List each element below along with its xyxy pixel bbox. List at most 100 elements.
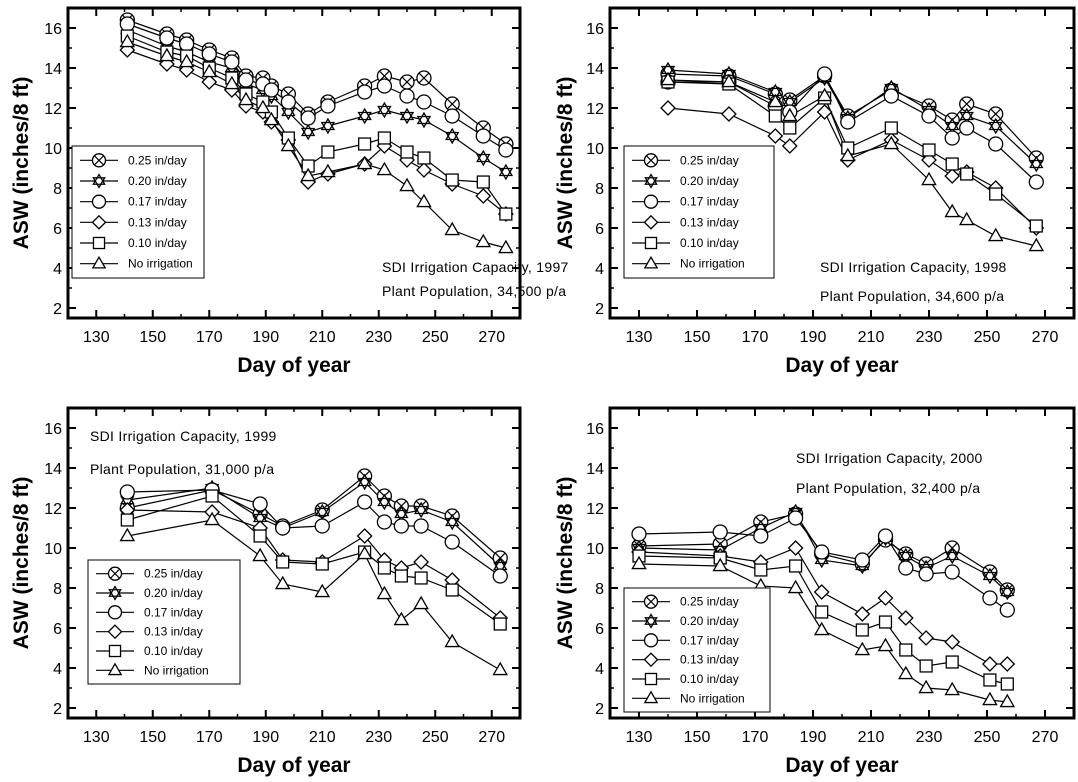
panel-2-series-4-point-1 — [720, 106, 737, 122]
panel-2-series-6-point-9 — [958, 211, 975, 226]
panel-2-series-6-point-7-shape — [921, 171, 937, 186]
panel-2-legend-label-4: 0.13 in/day — [680, 215, 739, 229]
panel-1-legend-marker-3 — [91, 194, 107, 209]
panel-3-series-6-point-8-shape — [413, 595, 429, 610]
panel-3-series-3-point-7 — [393, 518, 410, 534]
panel-2-series-6-point-8-shape — [944, 203, 960, 218]
panel-2-y-tick-label-7: 16 — [586, 21, 604, 38]
panel-1-series-2-point-11 — [357, 107, 372, 125]
panel-2-series-4-point-3 — [781, 138, 798, 154]
panel-2-series-3-point-4 — [816, 66, 833, 82]
panel-3-legend-marker-6-shape — [107, 662, 123, 676]
panel-2-series-3-point-11-dot — [1028, 174, 1044, 190]
panel-2-series-6-point-4-shape — [816, 87, 833, 102]
panel-3-legend-box — [87, 559, 241, 685]
panel-4-series-5-point-9-shape — [945, 655, 959, 669]
panel-3-x-tick-label-0: 130 — [83, 729, 110, 746]
panel-2-legend-marker-1-cross-b — [645, 155, 657, 166]
panel-2-series-4-point-2 — [767, 128, 784, 144]
panel-1-legend-marker-6-shape — [91, 255, 107, 269]
panel-3-series-3-point-10-dot — [492, 568, 508, 584]
panel-2-series-2-point-3-down — [782, 97, 798, 111]
panel-2-series-5-point-9 — [960, 167, 974, 181]
panel-2-series-2-point-9-up — [959, 107, 974, 121]
panel-4-x-tick-label-5: 230 — [916, 729, 943, 746]
panel-1-x-tick-label-0: 130 — [83, 329, 110, 346]
panel-2-x-axis-title: Day of year — [785, 354, 898, 377]
panel-4-series-5-point-3-shape — [789, 559, 803, 573]
panel-2-x-tick-label-5: 230 — [916, 329, 943, 346]
panel-3-series-5-point-0-shape — [120, 513, 134, 527]
panel-1-series-2-point-15 — [444, 127, 460, 145]
panel-2-series-2-point-9-down — [959, 111, 974, 125]
panel-1-series-5-point-12-shape — [377, 131, 392, 145]
panel-2-x-tick-label-7: 270 — [1032, 329, 1059, 346]
panel-4-annotation-1: SDI Irrigation Capacity, 2000 — [796, 450, 983, 466]
panel-3-series-5-point-2 — [253, 529, 267, 543]
panel-3-series-5-point-3-shape — [276, 555, 290, 569]
panel-1-series-6-point-15 — [444, 221, 460, 236]
panel-3-series-2-point-6-down — [377, 497, 392, 511]
panel-1-series-3-point-16 — [475, 128, 491, 144]
panel-2-series-3-point-9-dot — [959, 120, 975, 136]
panel-1-x-tick-label-6: 250 — [422, 329, 449, 346]
panel-2-series-5-point-10 — [989, 187, 1003, 201]
panel-3-series-5-point-6-shape — [377, 561, 392, 575]
panel-3-series-3-point-0 — [119, 484, 135, 500]
panel-2-series-6-point-11 — [1028, 237, 1045, 252]
panel-3-legend-marker-1 — [107, 566, 123, 581]
panel-1-series-5-point-11 — [358, 137, 372, 151]
panel-3-y-tick-label-0: 2 — [53, 701, 62, 718]
panel-2-series-3-point-10 — [988, 136, 1004, 152]
panel-1-x-tick-label-4: 210 — [309, 329, 336, 346]
panel-1-series-4-point-3-shape — [201, 74, 218, 90]
panel-2-series-4-point-0 — [660, 100, 676, 116]
panel-2-series-2-point-10-down — [988, 121, 1003, 135]
panel-1-series-4-point-3 — [201, 74, 218, 90]
panel-1-series-3-point-4-dot — [224, 54, 240, 70]
panel-3-series-3-point-3 — [275, 520, 291, 536]
panel-3-legend-label-2: 0.20 in/day — [144, 586, 203, 600]
panel-4-y-tick-label-5: 12 — [586, 501, 604, 518]
panel-4-series-6-point-5 — [854, 641, 871, 656]
panel-4-series-6-point-4 — [813, 621, 830, 636]
panel-4-series-5-point-6 — [878, 615, 893, 629]
panel-3-series-6-point-5 — [356, 545, 373, 560]
panel-2-series-3-point-8 — [944, 130, 960, 146]
panel-4-x-tick-label-0: 130 — [626, 729, 653, 746]
panel-2-series-2-point-8-down — [944, 121, 960, 135]
panel-1-series-2-point-12-down — [377, 105, 392, 119]
panel-1-series-1-point-13 — [399, 74, 415, 90]
panel-2-y-axis-title: ASW (inches/8 ft) — [554, 77, 577, 250]
panel-2-series-6-point-1-shape — [721, 73, 737, 88]
panel-4-y-axis-title: ASW (inches/8 ft) — [554, 477, 577, 650]
panel-4-series-4-point-5-shape — [854, 606, 871, 622]
panel-4-y-tick-label-1: 4 — [595, 661, 604, 678]
panel-3-series-5-point-9-shape — [445, 583, 459, 597]
panel-2-legend-box — [623, 145, 775, 279]
panel-3-series-5-point-10-shape — [493, 617, 507, 631]
panel-1-x-axis-title: Day of year — [237, 354, 350, 377]
panel-1-series-3-point-17 — [498, 142, 514, 158]
panel-4-series-4-point-7-shape — [897, 610, 914, 626]
panel-1-series-5-point-14-shape — [417, 151, 431, 165]
panel-2-series-6-point-2-shape — [767, 93, 784, 108]
panel-2-x-tick-label-4: 210 — [858, 329, 885, 346]
panel-2-x-tick-label-2: 170 — [742, 329, 769, 346]
panel-1-series-6-point-16 — [475, 233, 492, 248]
panel-1-series-6-point-0-shape — [119, 33, 136, 48]
panel-2-series-4-point-4-shape — [816, 104, 833, 120]
panel-3-legend-marker-4 — [107, 624, 123, 640]
panel-4-series-4-point-6-shape — [877, 590, 894, 606]
panel-3-series-2-point-5 — [357, 473, 372, 491]
panel-1-x-tick-label-5: 230 — [365, 329, 392, 346]
panel-4-legend-marker-5-shape — [644, 672, 658, 686]
panel-1-legend-label-6: No irrigation — [128, 257, 193, 271]
panel-4-series-3-point-2-dot — [753, 528, 769, 544]
panel-3-series-4-point-5-shape — [356, 528, 373, 544]
panel-2-series-3-point-8-dot — [944, 130, 960, 146]
panel-1-legend-marker-5-shape — [92, 236, 106, 250]
panel-2-series-6-point-9-shape — [958, 211, 975, 226]
panel-1-series-6-point-6-shape — [255, 99, 271, 114]
panel-1-series-5-point-15-shape — [445, 173, 459, 187]
